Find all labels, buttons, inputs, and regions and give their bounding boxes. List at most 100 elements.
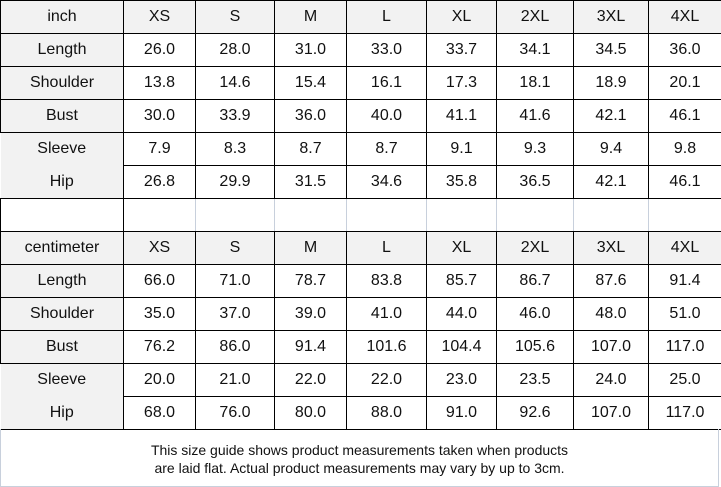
measurement-cell: 66.0 [123, 264, 196, 298]
size-header: 4XL [648, 231, 721, 265]
measurement-cell: 44.0 [426, 297, 497, 331]
measurement-cell: 9.3 [496, 132, 574, 166]
measurement-cell: 51.0 [648, 297, 721, 331]
measurement-cell: 14.6 [195, 66, 275, 100]
measurement-cell: 24.0 [573, 363, 649, 397]
table-row: Hip 26.8 29.9 31.5 34.6 35.8 36.5 42.1 46.1 [0, 165, 721, 199]
size-header: 3XL [573, 0, 649, 34]
measurement-cell: 42.1 [573, 99, 649, 133]
size-header: S [195, 231, 275, 265]
measurement-cell: 105.6 [496, 330, 574, 364]
row-label: Length [0, 264, 124, 298]
size-header: XS [123, 231, 196, 265]
empty-cell [0, 198, 124, 232]
measurement-cell: 35.0 [123, 297, 196, 331]
measurement-cell: 18.1 [496, 66, 574, 100]
measurement-cell: 15.4 [274, 66, 347, 100]
measurement-cell: 36.0 [274, 99, 347, 133]
header-row: centimeter XS S M L XL 2XL 3XL 4XL [0, 231, 721, 265]
measurement-cell: 28.0 [195, 33, 275, 67]
measurement-cell: 34.1 [496, 33, 574, 67]
table-row: Length 26.0 28.0 31.0 33.0 33.7 34.1 34.5 36.0 [0, 33, 721, 67]
size-header: M [274, 231, 347, 265]
measurement-cell: 20.1 [648, 66, 721, 100]
measurement-cell: 22.0 [274, 363, 347, 397]
measurement-cell: 91.0 [426, 396, 497, 430]
measurement-cell: 9.4 [573, 132, 649, 166]
note-line-2: are laid flat. Actual product measuremen… [154, 460, 565, 476]
measurement-cell: 39.0 [274, 297, 347, 331]
measurement-cell: 68.0 [123, 396, 196, 430]
table-row: Length 66.0 71.0 78.7 83.8 85.7 86.7 87.6 91.4 [0, 264, 721, 298]
size-header: S [195, 0, 275, 34]
size-header: XL [426, 0, 497, 34]
unit-header: centimeter [0, 231, 124, 265]
empty-cell [573, 198, 649, 232]
measurement-cell: 86.0 [195, 330, 275, 364]
measurement-cell: 76.2 [123, 330, 196, 364]
size-header: 2XL [496, 231, 574, 265]
empty-cell [346, 198, 427, 232]
measurement-cell: 46.0 [496, 297, 574, 331]
measurement-cell: 9.1 [426, 132, 497, 166]
measurement-cell: 46.1 [648, 99, 721, 133]
measurement-cell: 23.5 [496, 363, 574, 397]
measurement-cell: 18.9 [573, 66, 649, 100]
row-label: Sleeve [0, 363, 124, 397]
measurement-cell: 87.6 [573, 264, 649, 298]
row-label: Shoulder [0, 297, 124, 331]
size-header: L [346, 0, 427, 34]
row-label: Sleeve [0, 132, 124, 166]
measurement-cell: 80.0 [274, 396, 347, 430]
empty-cell [496, 198, 574, 232]
measurement-cell: 8.7 [346, 132, 427, 166]
measurement-cell: 33.9 [195, 99, 275, 133]
table-row: Hip 68.0 76.0 80.0 88.0 91.0 92.6 107.0 117.0 [0, 396, 721, 430]
measurement-cell: 41.1 [426, 99, 497, 133]
measurement-cell: 41.0 [346, 297, 427, 331]
measurement-cell: 36.5 [496, 165, 574, 199]
measurement-cell: 23.0 [426, 363, 497, 397]
measurement-cell: 91.4 [648, 264, 721, 298]
measurement-cell: 88.0 [346, 396, 427, 430]
size-header: 4XL [648, 0, 721, 34]
measurement-cell: 86.7 [496, 264, 574, 298]
measurement-cell: 85.7 [426, 264, 497, 298]
measurement-cell: 71.0 [195, 264, 275, 298]
measurement-cell: 42.1 [573, 165, 649, 199]
measurement-cell: 22.0 [346, 363, 427, 397]
measurement-cell: 107.0 [573, 330, 649, 364]
measurement-cell: 16.1 [346, 66, 427, 100]
measurement-cell: 117.0 [648, 396, 721, 430]
measurement-cell: 33.7 [426, 33, 497, 67]
measurement-cell: 7.9 [123, 132, 196, 166]
measurement-cell: 107.0 [573, 396, 649, 430]
measurement-cell: 117.0 [648, 330, 721, 364]
measurement-cell: 92.6 [496, 396, 574, 430]
measurement-cell: 83.8 [346, 264, 427, 298]
measurement-cell: 17.3 [426, 66, 497, 100]
row-label: Length [0, 33, 124, 67]
measurement-cell: 13.8 [123, 66, 196, 100]
size-header: 2XL [496, 0, 574, 34]
measurement-cell: 101.6 [346, 330, 427, 364]
header-row: inch XS S M L XL 2XL 3XL 4XL [0, 0, 721, 34]
measurement-cell: 31.5 [274, 165, 347, 199]
measurement-cell: 25.0 [648, 363, 721, 397]
measurement-cell: 91.4 [274, 330, 347, 364]
measurement-cell: 9.8 [648, 132, 721, 166]
table-row: Shoulder 13.8 14.6 15.4 16.1 17.3 18.1 18.9 20.1 [0, 66, 721, 100]
measurement-cell: 34.6 [346, 165, 427, 199]
size-guide-note: This size guide shows product measuremen… [0, 429, 719, 487]
measurement-cell: 33.0 [346, 33, 427, 67]
spacer-row [0, 198, 721, 232]
size-header: L [346, 231, 427, 265]
measurement-cell: 31.0 [274, 33, 347, 67]
empty-cell [195, 198, 275, 232]
size-chart-table: inch XS S M L XL 2XL 3XL 4XL Length 26.0 28.0 31.0 33… [0, 0, 721, 430]
measurement-cell: 104.4 [426, 330, 497, 364]
row-label: Bust [0, 99, 124, 133]
size-header: XS [123, 0, 196, 34]
table-row: Bust 76.2 86.0 91.4 101.6 104.4 105.6 107.0 117.… [0, 330, 721, 364]
measurement-cell: 26.0 [123, 33, 196, 67]
